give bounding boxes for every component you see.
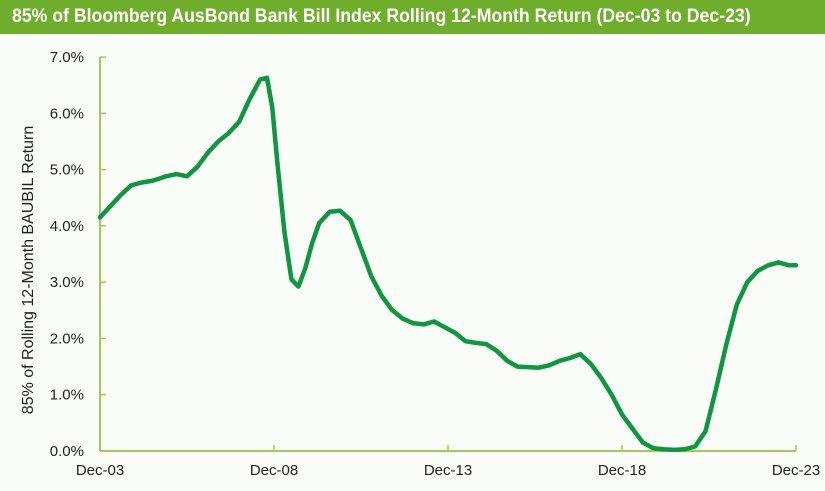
chart-title: 85% of Bloomberg AusBond Bank Bill Index… (12, 6, 751, 27)
x-tick-label: Dec-03 (76, 462, 124, 479)
y-tick-label: 0.0% (50, 443, 84, 460)
y-tick-label: 7.0% (50, 49, 84, 66)
y-axis-title: 85% of Rolling 12-Month BAUBIL Return (20, 126, 37, 414)
y-tick-label: 4.0% (50, 218, 84, 235)
x-axis: Dec-03 Dec-08 Dec-13 Dec-18 Dec-23 (76, 445, 820, 479)
x-tick-label: Dec-18 (598, 462, 646, 479)
y-tick-label: 3.0% (50, 274, 84, 291)
y-tick-label: 2.0% (50, 330, 84, 347)
y-axis: 0.0% 1.0% 2.0% 3.0% 4.0% 5.0% 6.0% 7.0% (50, 49, 106, 460)
x-tick-label: Dec-08 (250, 462, 298, 479)
y-tick-label: 5.0% (50, 162, 84, 179)
y-tick-label: 6.0% (50, 105, 84, 122)
chart-title-bar: 85% of Bloomberg AusBond Bank Bill Index… (0, 0, 825, 34)
y-tick-label: 1.0% (50, 387, 84, 404)
return-series-line (97, 75, 799, 453)
x-tick-label: Dec-13 (424, 462, 472, 479)
x-tick-label: Dec-23 (772, 462, 820, 479)
